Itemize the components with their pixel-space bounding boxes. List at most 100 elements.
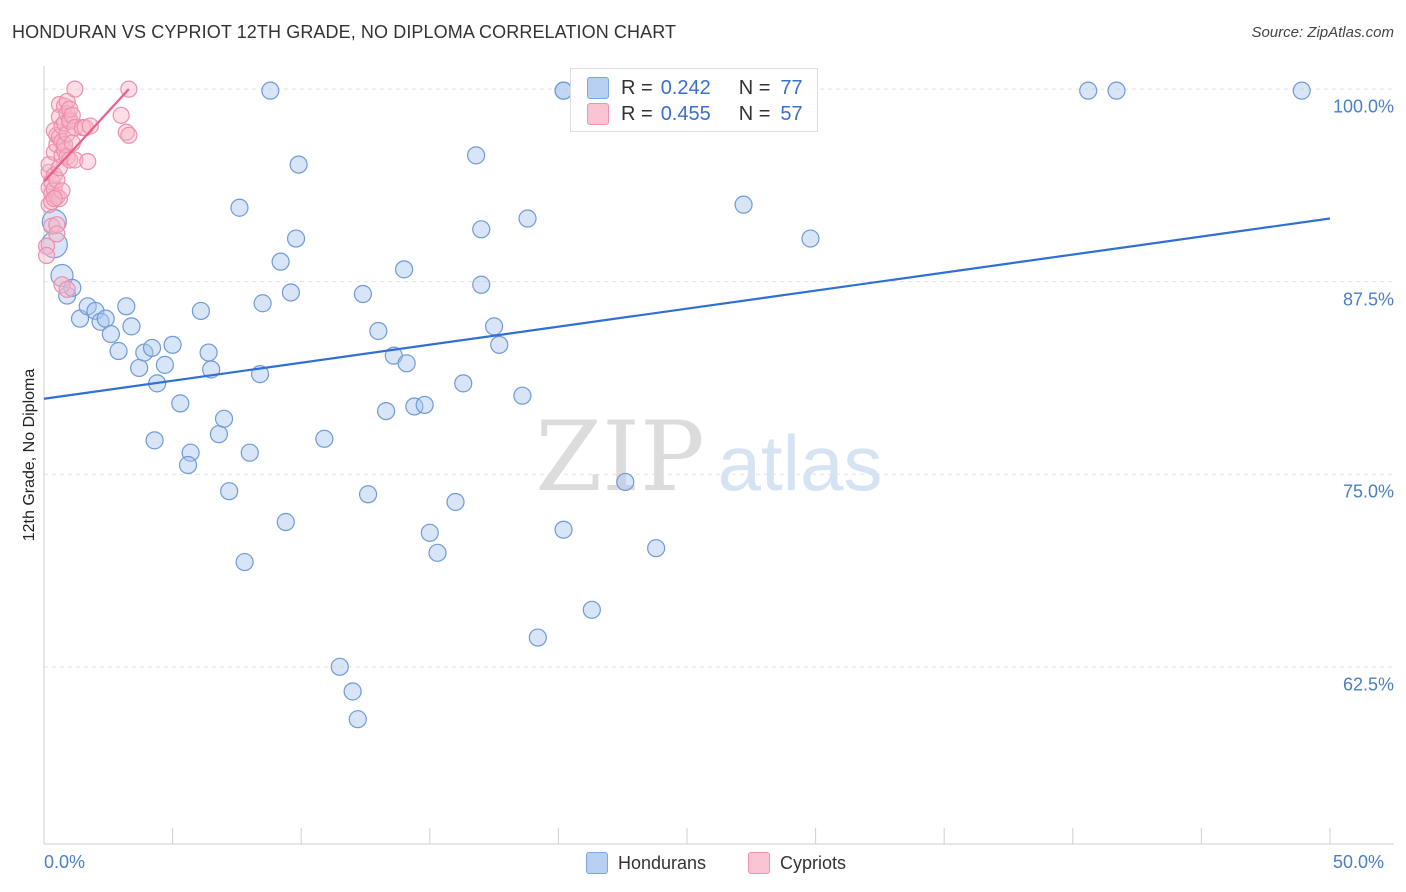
- honduran-point: [485, 317, 504, 336]
- honduran-point: [235, 552, 254, 572]
- honduran-point: [142, 338, 162, 358]
- x-tick-max: 50.0%: [1333, 852, 1385, 872]
- cypriot-point: [48, 225, 66, 243]
- hondurans-legend-swatch: [586, 852, 608, 874]
- y-tick-label: 75.0%: [1342, 481, 1394, 502]
- honduran-point: [101, 324, 120, 344]
- cypriots-legend-swatch: [748, 852, 770, 874]
- honduran-point: [96, 309, 115, 328]
- cypriot-point: [117, 123, 135, 141]
- honduran-point: [353, 284, 373, 304]
- honduran-point: [801, 229, 820, 248]
- honduran-point: [397, 354, 416, 373]
- honduran-point: [518, 209, 537, 228]
- honduran-point: [109, 341, 128, 361]
- cypriot-point: [66, 151, 84, 169]
- cypriots-r-value: 0.455: [660, 102, 711, 125]
- cypriots-legend-label: Cypriots: [780, 852, 847, 873]
- hondurans-swatch: [587, 77, 609, 99]
- honduran-point: [155, 355, 174, 374]
- hondurans-n-value: 77: [780, 76, 803, 99]
- cypriot-point: [81, 117, 99, 135]
- honduran-point: [348, 710, 367, 729]
- honduran-point: [554, 520, 573, 539]
- hondurans-trend-line: [43, 217, 1331, 400]
- honduran-point: [472, 220, 491, 239]
- honduran-point: [178, 455, 198, 475]
- cypriot-point: [120, 126, 138, 144]
- honduran-point: [281, 283, 301, 302]
- honduran-point: [446, 492, 465, 512]
- cypriot-point: [37, 237, 56, 255]
- correlation-legend: R = 0.242 N = 77 R = 0.455 N = 57: [570, 68, 818, 132]
- honduran-point: [647, 539, 666, 558]
- chart-title: HONDURAN VS CYPRIOT 12TH GRADE, NO DIPLO…: [12, 22, 677, 42]
- honduran-point: [199, 343, 218, 362]
- honduran-point: [117, 297, 136, 316]
- hondurans-r-value: 0.242: [660, 76, 711, 99]
- cypriot-point: [66, 80, 84, 98]
- honduran-point: [420, 523, 439, 542]
- honduran-point: [369, 321, 388, 341]
- honduran-point: [376, 401, 396, 421]
- cypriot-point: [48, 216, 66, 234]
- honduran-point: [582, 600, 601, 619]
- honduran-point: [230, 198, 249, 217]
- cypriots-n-value: 57: [780, 102, 803, 125]
- honduran-point: [528, 628, 547, 647]
- honduran-point: [240, 443, 259, 462]
- watermark-atlas: atlas: [718, 419, 883, 507]
- honduran-point: [63, 278, 82, 297]
- honduran-point: [472, 275, 491, 294]
- x-tick-min: 0.0%: [44, 852, 86, 872]
- legend-row-hondurans: R = 0.242 N = 77: [587, 76, 803, 100]
- hondurans-points: [40, 81, 1311, 729]
- honduran-point: [1292, 81, 1311, 100]
- honduran-point: [513, 386, 532, 405]
- honduran-point: [271, 252, 290, 271]
- honduran-point: [394, 260, 414, 279]
- honduran-point: [1107, 81, 1126, 100]
- honduran-point: [261, 81, 280, 100]
- honduran-point: [1079, 81, 1098, 100]
- honduran-point: [343, 682, 362, 701]
- honduran-point: [209, 425, 228, 444]
- honduran-point: [253, 294, 272, 313]
- honduran-point: [490, 335, 509, 354]
- cypriot-point: [37, 246, 56, 265]
- honduran-point: [330, 657, 349, 676]
- honduran-point: [616, 472, 635, 492]
- cypriots-points: [37, 80, 138, 298]
- honduran-point: [145, 431, 164, 450]
- y-tick-label: 100.0%: [1332, 96, 1394, 117]
- honduran-point: [734, 195, 753, 214]
- cypriots-swatch: [587, 103, 609, 125]
- hondurans-legend-label: Hondurans: [618, 852, 707, 873]
- cypriot-point: [112, 106, 130, 124]
- cypriot-point: [79, 152, 97, 171]
- grid-lines: [44, 88, 1394, 668]
- cypriot-point: [45, 189, 63, 208]
- honduran-point: [214, 409, 234, 428]
- honduran-point: [286, 229, 306, 248]
- honduran-point: [315, 429, 334, 448]
- legend-item-hondurans: Hondurans: [586, 852, 706, 874]
- honduran-point: [191, 301, 210, 321]
- honduran-point: [86, 301, 105, 321]
- honduran-point: [454, 374, 473, 393]
- honduran-point: [171, 394, 190, 413]
- zipatlas-watermark: ZIP atlas: [535, 401, 882, 513]
- honduran-point: [358, 485, 378, 504]
- honduran-point: [428, 543, 447, 562]
- source-label: Source: ZipAtlas.com: [1251, 24, 1394, 41]
- honduran-point: [276, 512, 295, 532]
- honduran-point: [130, 358, 149, 378]
- legend-item-cypriots: Cypriots: [748, 852, 846, 874]
- cypriot-point: [53, 276, 71, 294]
- honduran-point: [220, 482, 239, 501]
- cypriots-trend-line: [43, 88, 130, 183]
- honduran-point: [289, 155, 308, 174]
- watermark-zip: ZIP: [535, 401, 704, 513]
- cypriot-point: [58, 280, 76, 298]
